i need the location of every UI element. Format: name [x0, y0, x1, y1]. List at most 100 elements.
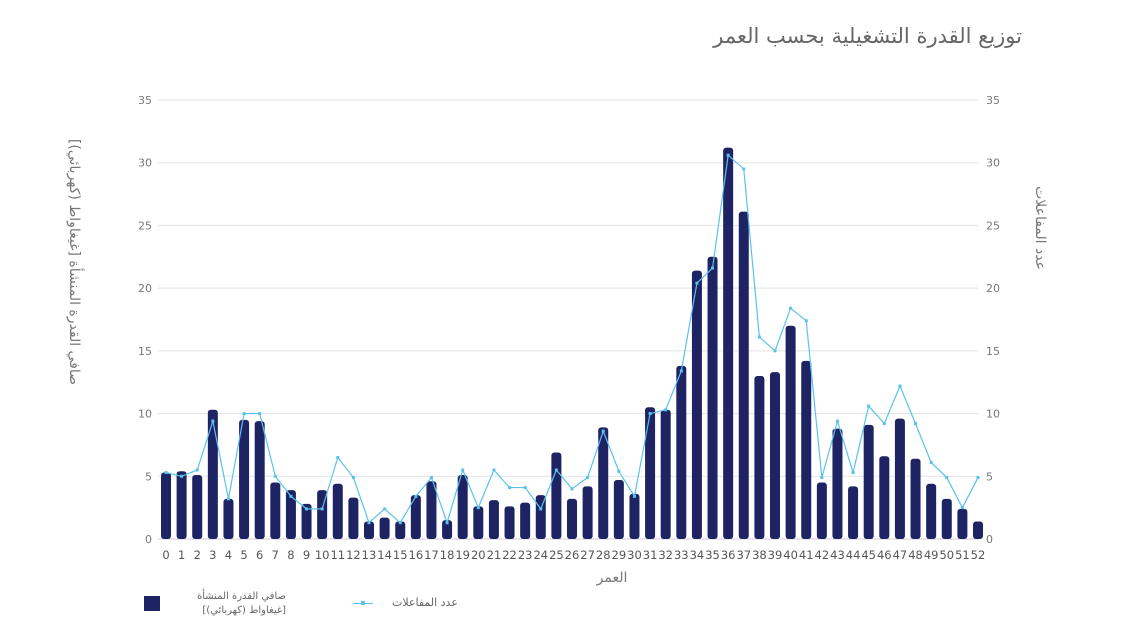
bar [410, 495, 421, 539]
line-point [461, 468, 465, 472]
x-tick-label: 26 [565, 548, 580, 562]
bar [957, 508, 968, 539]
y-tick-label-right: 25 [986, 219, 1000, 232]
bar [723, 147, 734, 540]
bar [270, 482, 281, 539]
y-tick-label-left: 30 [138, 157, 152, 170]
bar [239, 419, 250, 539]
bar [192, 475, 203, 539]
x-tick-label: 35 [705, 548, 720, 562]
x-tick-label: 41 [799, 548, 814, 562]
x-tick-label: 34 [690, 548, 705, 562]
bar [457, 475, 468, 539]
y-tick-label-left: 0 [145, 533, 152, 546]
bar [520, 502, 531, 539]
bar [863, 424, 874, 539]
line-point [664, 408, 668, 412]
x-tick-label: 1 [178, 548, 185, 562]
x-tick-label: 12 [346, 548, 361, 562]
x-tick-label: 43 [830, 548, 845, 562]
y-tick-label-left: 20 [138, 282, 152, 295]
x-tick-label: 51 [955, 548, 970, 562]
line-point [851, 471, 855, 475]
bar [894, 418, 905, 539]
x-tick-label: 40 [783, 548, 798, 562]
line-point [180, 474, 184, 478]
bar [613, 480, 624, 539]
bar [285, 490, 296, 539]
line-point [898, 384, 902, 388]
x-tick-label: 49 [924, 548, 939, 562]
x-tick-label: 52 [971, 548, 986, 562]
x-tick-label: 8 [287, 548, 294, 562]
y-tick-label-left: 35 [138, 94, 152, 107]
bar [926, 483, 937, 539]
bar [567, 498, 577, 539]
y-tick-label-right: 20 [986, 282, 1000, 295]
bar [801, 360, 812, 539]
bar [379, 517, 390, 539]
bar [332, 483, 343, 539]
x-tick-label: 11 [330, 548, 345, 562]
y-tick-label-right: 0 [986, 533, 993, 546]
line-point [601, 429, 605, 433]
bar [816, 482, 827, 539]
line-point [679, 369, 683, 373]
bar [691, 270, 702, 539]
x-tick-label: 16 [409, 548, 424, 562]
line-point [711, 266, 715, 270]
bar [488, 500, 499, 539]
line-point [648, 412, 652, 416]
bar [348, 497, 359, 539]
line-point [258, 412, 262, 416]
line-point [976, 476, 980, 480]
bar [473, 506, 484, 539]
line-point [320, 507, 324, 511]
line-point [570, 487, 574, 491]
bar [660, 409, 671, 539]
x-tick-label: 39 [768, 548, 783, 562]
chart-title: توزيع القدرة التشغيلية بحسب العمر [713, 24, 1022, 48]
x-tick-label: 27 [580, 548, 595, 562]
bar [223, 498, 234, 539]
y-tick-label-left: 15 [138, 345, 152, 358]
x-tick-label: 0 [162, 548, 169, 562]
y-tick-label-right: 35 [986, 94, 1000, 107]
bar [941, 498, 952, 539]
x-tick-label: 30 [627, 548, 642, 562]
x-tick-label: 28 [596, 548, 611, 562]
x-tick-label: 38 [752, 548, 767, 562]
y-axis-right-ticks: 0 5 10 15 20 25 30 35 [986, 94, 1000, 546]
y-tick-label-left: 5 [145, 470, 152, 483]
x-tick-label: 7 [272, 548, 279, 562]
line-point [414, 494, 418, 498]
line-point [476, 506, 480, 510]
line-point [164, 471, 168, 475]
line-point [632, 494, 636, 498]
x-tick-label: 15 [393, 548, 408, 562]
x-tick-label: 18 [440, 548, 455, 562]
line-point [226, 497, 230, 501]
line-point [523, 486, 527, 490]
x-tick-label: 31 [643, 548, 658, 562]
line-point [554, 468, 558, 472]
bar-series [161, 147, 983, 540]
y-tick-label-right: 15 [986, 345, 1000, 358]
bar [785, 325, 796, 539]
x-tick-label: 44 [846, 548, 861, 562]
line-point [336, 455, 340, 459]
line-point [273, 474, 277, 478]
y-tick-label-right: 5 [986, 470, 993, 483]
line-point [242, 412, 246, 416]
bar [395, 521, 406, 539]
bar [442, 520, 453, 539]
x-tick-label: 5 [240, 548, 247, 562]
x-tick-label: 23 [518, 548, 533, 562]
bar [551, 452, 562, 539]
bar [676, 365, 687, 539]
bar [754, 375, 765, 539]
bar [582, 486, 593, 539]
line-point [945, 476, 949, 480]
line-series [164, 153, 980, 525]
line-point [742, 167, 746, 171]
